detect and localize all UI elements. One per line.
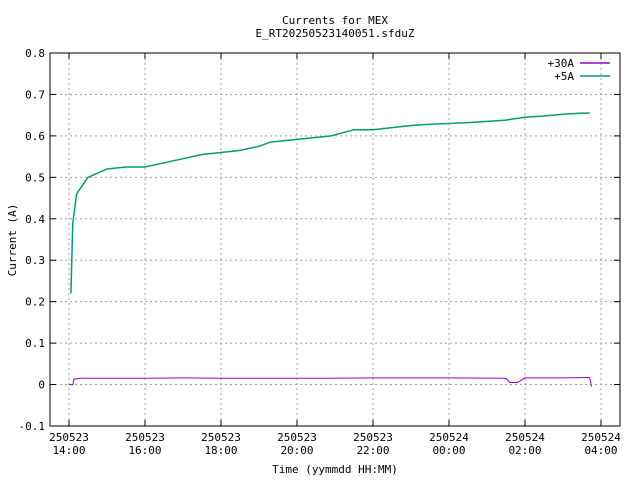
y-tick-label: 0.2 bbox=[25, 296, 45, 309]
y-tick-label: 0.6 bbox=[25, 130, 45, 143]
legend: +30A+5A bbox=[548, 57, 610, 83]
y-tick-label: -0.1 bbox=[19, 420, 46, 433]
y-tick-label: 0.7 bbox=[25, 88, 45, 101]
x-tick-time: 04:00 bbox=[584, 444, 617, 457]
y-tick-label: 0.5 bbox=[25, 171, 45, 184]
y-tick-label: 0 bbox=[38, 379, 45, 392]
x-tick-date: 250523 bbox=[277, 431, 317, 444]
x-tick-time: 18:00 bbox=[204, 444, 237, 457]
grid bbox=[50, 52, 620, 427]
chart-title: Currents for MEX bbox=[282, 14, 388, 27]
x-tick-time: 20:00 bbox=[280, 444, 313, 457]
plot-frame bbox=[49, 52, 621, 427]
x-tick-time: 22:00 bbox=[356, 444, 389, 457]
x-tick-date: 250523 bbox=[353, 431, 393, 444]
series-line-plus5a bbox=[70, 112, 590, 294]
y-tick-label: 0.1 bbox=[25, 337, 45, 350]
x-tick-time: 14:00 bbox=[52, 444, 85, 457]
x-axis-label: Time (yymmdd HH:MM) bbox=[272, 463, 398, 476]
y-axis-label: Current (A) bbox=[6, 204, 19, 277]
y-axis: -0.1 0 0.1 0.2 0.3 0.4 0.5 0.6 0.7 0.8 bbox=[19, 47, 620, 433]
y-tick-label: 0.4 bbox=[25, 213, 45, 226]
chart-subtitle: E_RT20250523140051.sfduZ bbox=[256, 27, 415, 40]
series-group bbox=[69, 112, 592, 387]
x-axis: 25052314:0025052316:0025052318:002505232… bbox=[49, 53, 621, 457]
legend-label: +5A bbox=[554, 70, 574, 83]
x-tick-date: 250523 bbox=[49, 431, 89, 444]
x-tick-date: 250524 bbox=[505, 431, 545, 444]
x-tick-time: 00:00 bbox=[432, 444, 465, 457]
legend-label: +30A bbox=[548, 57, 575, 70]
x-tick-time: 02:00 bbox=[508, 444, 541, 457]
y-tick-label: 0.3 bbox=[25, 254, 45, 267]
series-line-plus30a bbox=[69, 376, 592, 387]
y-tick-label: 0.8 bbox=[25, 47, 45, 60]
x-tick-date: 250524 bbox=[581, 431, 621, 444]
x-tick-date: 250523 bbox=[125, 431, 165, 444]
x-tick-date: 250524 bbox=[429, 431, 469, 444]
x-tick-date: 250523 bbox=[201, 431, 241, 444]
x-tick-time: 16:00 bbox=[128, 444, 161, 457]
